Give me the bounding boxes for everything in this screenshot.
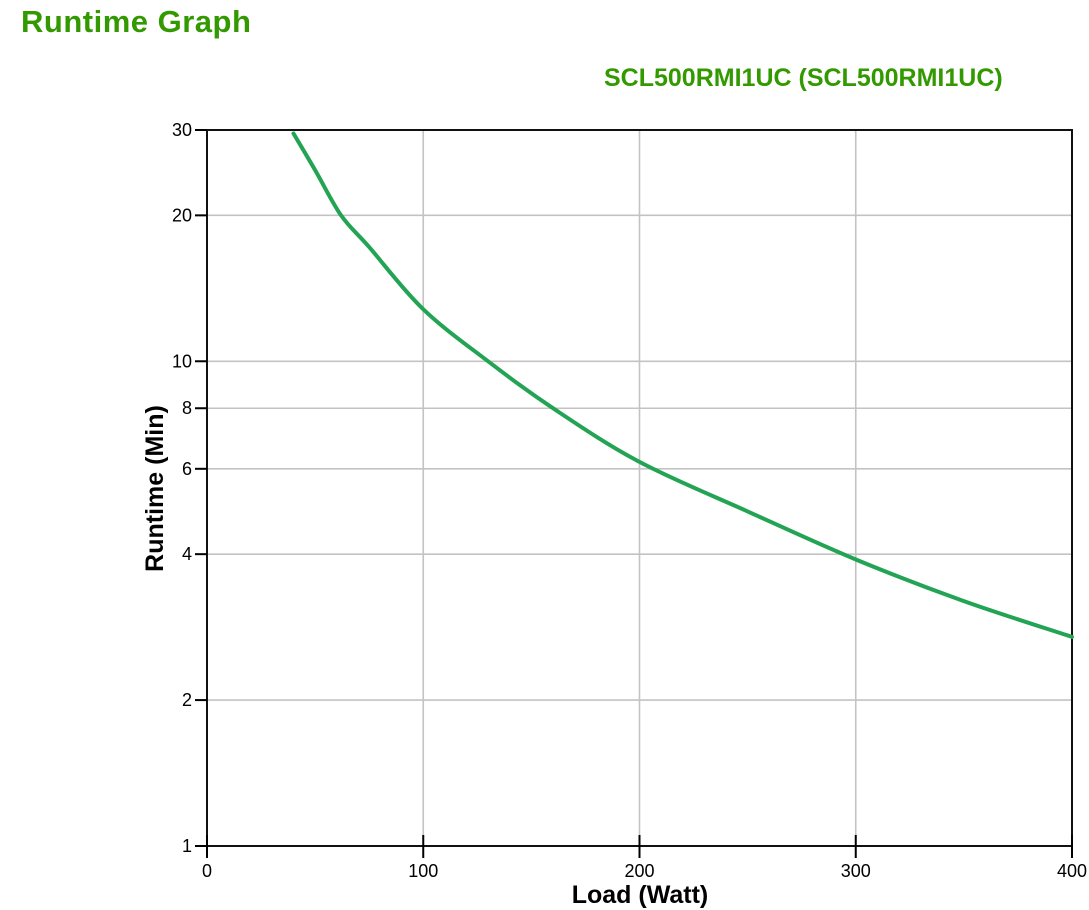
x-tick-label: 400 [1057,861,1087,881]
y-tick-label: 20 [172,205,192,225]
page-title: Runtime Graph [21,4,252,39]
x-tick-label: 100 [408,861,438,881]
y-tick-label: 4 [182,544,192,564]
y-tick-label: 30 [172,120,192,140]
y-axis-title: Runtime (Min) [140,404,169,572]
x-tick-label: 200 [624,861,654,881]
x-tick-label: 0 [202,861,212,881]
y-tick-label: 2 [182,690,192,710]
x-axis-title: Load (Watt) [571,881,709,909]
y-axis-title-wrap: Runtime (Min) [134,130,176,846]
x-tick-label: 300 [841,861,871,881]
y-tick-label: 6 [182,459,192,479]
runtime-curve [291,131,1074,639]
chart-subtitle: SCL500RMI1UC (SCL500RMI1UC) [604,64,1003,92]
y-tick-label: 10 [172,351,192,371]
y-tick-label: 8 [182,398,192,418]
y-tick-label: 1 [182,836,192,856]
